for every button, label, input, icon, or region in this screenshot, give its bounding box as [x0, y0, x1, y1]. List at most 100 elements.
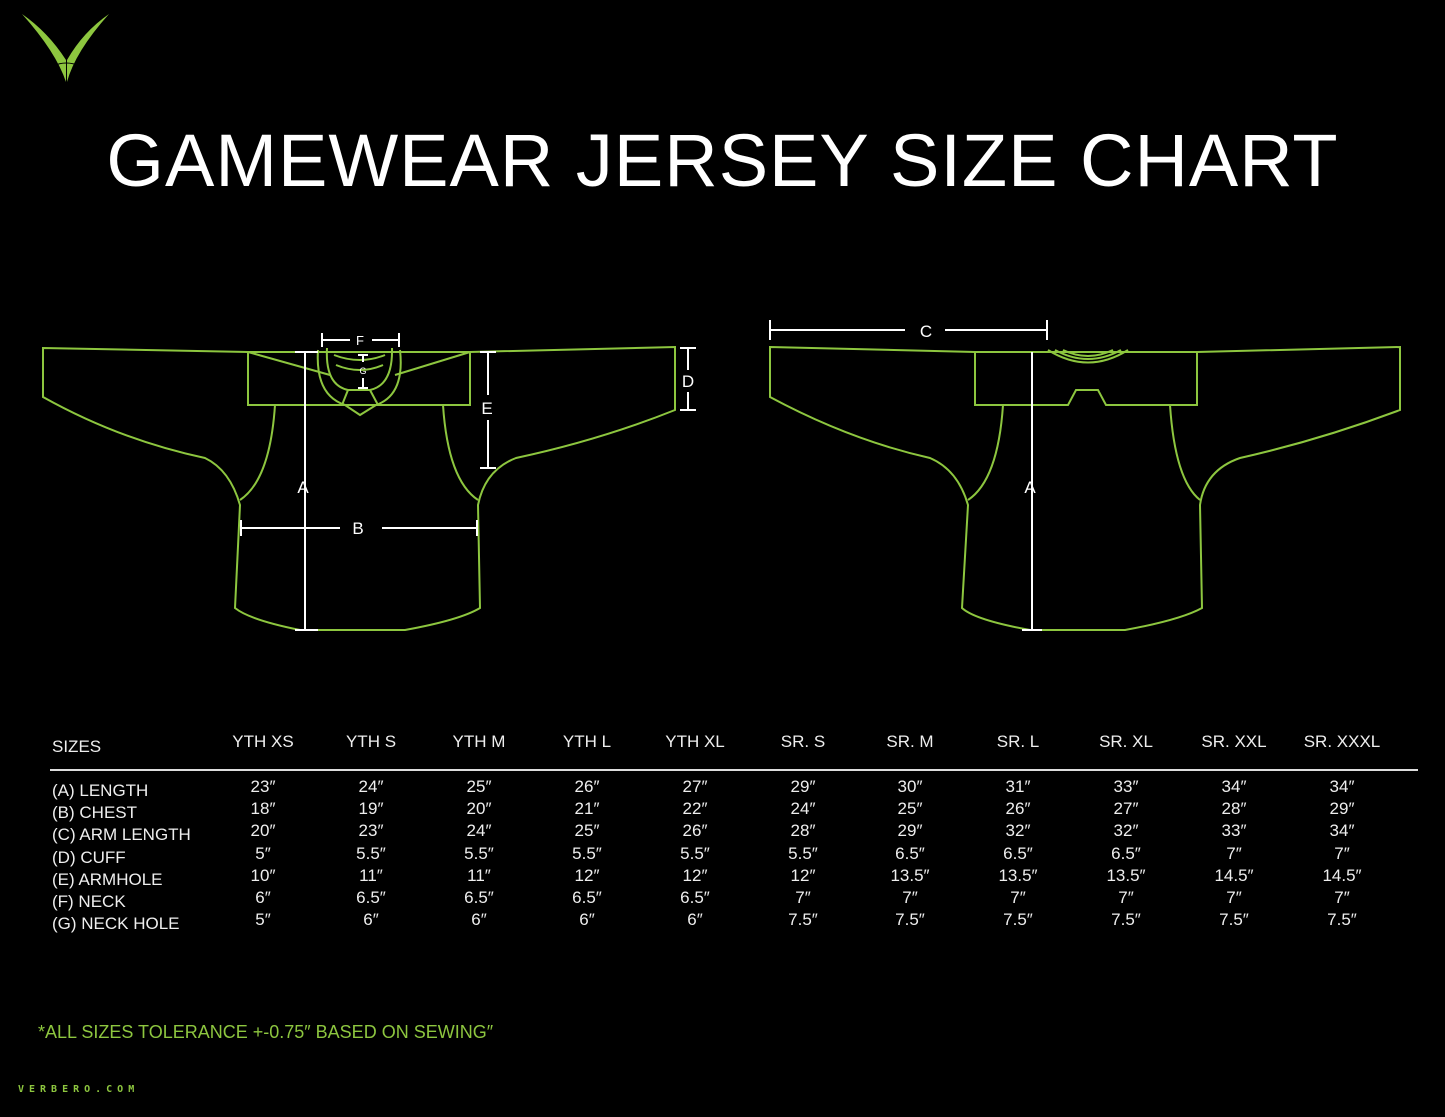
- size-column-header: YTH S: [345, 732, 397, 751]
- measurement-cell: 33″: [1113, 777, 1139, 796]
- measurement-cell: 7″: [1226, 888, 1242, 907]
- size-column-header: SR. XXL: [1201, 732, 1267, 751]
- measurement-cell: 7″: [902, 888, 918, 907]
- measurement-cell: 32″: [1005, 821, 1031, 841]
- measurement-cell: 20″: [250, 821, 276, 841]
- label-g: G: [359, 366, 366, 376]
- measurement-cell: 18″: [250, 799, 276, 819]
- measurement-cell: 27″: [682, 777, 708, 796]
- measurement-cell: 26″: [1005, 799, 1031, 819]
- measurement-cell: 6.5″: [680, 888, 710, 907]
- back-jersey-outline: [769, 345, 1401, 631]
- measurement-cell: 33″: [1221, 821, 1247, 841]
- size-column-header: SR. S: [780, 732, 826, 751]
- size-column-header: SR. XXXL: [1303, 732, 1381, 751]
- measurement-cell: 5.5″: [680, 843, 710, 863]
- measurement-cell: 12″: [790, 865, 816, 885]
- measurement-cell: 7″: [1118, 888, 1134, 907]
- measurement-cell: 11″: [467, 865, 491, 885]
- size-column-header: SR. M: [886, 732, 934, 751]
- measurement-cell: 6.5″: [356, 888, 386, 907]
- measurement-cell: 5.5″: [356, 843, 386, 863]
- measurement-cell: 26″: [574, 777, 600, 796]
- measurement-cell: 19″: [358, 799, 384, 819]
- label-b: B: [352, 519, 363, 538]
- measurement-cell: 34″: [1221, 777, 1247, 796]
- measurement-cell: 25″: [466, 777, 492, 796]
- measurement-cell: 5″: [255, 910, 271, 930]
- measurement-cell: 13.5″: [1106, 865, 1146, 885]
- measurement-cell: 5.5″: [572, 843, 602, 863]
- measurement-cell: 6″: [579, 910, 595, 930]
- measurement-cell: 14.5″: [1214, 865, 1254, 885]
- measurement-cell: 5.5″: [788, 843, 818, 863]
- measurement-cell: 6″: [687, 910, 703, 930]
- table-header-divider: [50, 769, 1418, 771]
- measurement-cell: 28″: [1221, 799, 1247, 819]
- measurement-cell: 21″: [574, 799, 600, 819]
- measurement-cell: 7.5″: [895, 910, 925, 930]
- measurement-cell: 6.5″: [1003, 843, 1033, 863]
- measurement-cell: 22″: [682, 799, 708, 819]
- front-dimensions: [240, 333, 696, 631]
- label-e: E: [481, 399, 492, 418]
- measurement-cell: 24″: [790, 799, 816, 819]
- measurement-cell: 11″: [359, 865, 383, 885]
- size-column-header: SR. XL: [1099, 732, 1153, 751]
- size-column-header: SR. L: [996, 732, 1040, 751]
- measurement-cell: 24″: [466, 821, 492, 841]
- size-column-header: YTH XL: [665, 732, 725, 751]
- measurement-cell: 7.5″: [1003, 910, 1033, 930]
- measurement-cell: 34″: [1329, 821, 1355, 841]
- measurement-cell: 29″: [1329, 799, 1355, 819]
- measurement-cell: 7.5″: [1219, 910, 1249, 930]
- sizes-header: SIZES: [52, 737, 102, 756]
- measurement-cell: 6.5″: [1111, 843, 1141, 863]
- size-column-header: YTH L: [562, 732, 612, 751]
- measurement-cell: 5″: [255, 843, 271, 863]
- row-label: (A) LENGTH: [52, 781, 149, 800]
- measurement-cell: 6.5″: [464, 888, 494, 907]
- measurement-cell: 20″: [466, 799, 492, 819]
- measurement-cell: 23″: [250, 777, 276, 796]
- measurement-cell: 7″: [1226, 843, 1242, 863]
- label-d: D: [682, 372, 694, 391]
- size-column-header: YTH M: [452, 732, 506, 751]
- measurement-cell: 31″: [1005, 777, 1031, 796]
- measurement-cell: 28″: [790, 821, 816, 841]
- row-label: (C) ARM LENGTH: [52, 825, 191, 845]
- measurement-cell: 25″: [897, 799, 923, 819]
- measurement-cell: 6″: [255, 888, 271, 907]
- measurement-cell: 6.5″: [895, 843, 925, 863]
- measurement-cell: 29″: [897, 821, 923, 841]
- measurement-cell: 7.5″: [1111, 910, 1141, 930]
- row-label: (D) CUFF: [52, 847, 126, 867]
- measurement-cell: 13.5″: [998, 865, 1038, 885]
- row-label: (F) NECK: [52, 892, 126, 911]
- measurement-cell: 7″: [1334, 843, 1350, 863]
- measurement-cell: 7.5″: [788, 910, 818, 930]
- row-label: (E) ARMHOLE: [52, 869, 163, 889]
- measurement-cell: 30″: [897, 777, 923, 796]
- measurement-cell: 12″: [682, 865, 708, 885]
- measurement-cell: 12″: [574, 865, 600, 885]
- measurement-cell: 7″: [1010, 888, 1026, 907]
- measurement-cell: 7.5″: [1327, 910, 1357, 930]
- measurement-cell: 7″: [1334, 888, 1350, 907]
- measurement-cell: 27″: [1113, 799, 1139, 819]
- label-a-back: A: [1024, 478, 1036, 497]
- measurement-cell: 5.5″: [464, 843, 494, 863]
- row-label: (G) NECK HOLE: [52, 914, 180, 934]
- website-label: VERBERO.COM: [18, 1084, 140, 1095]
- label-a-front: A: [297, 478, 309, 497]
- verbero-logo: [22, 14, 109, 82]
- row-label: (B) CHEST: [52, 803, 137, 823]
- page-title: GAMEWEAR JERSEY SIZE CHART: [106, 119, 1339, 202]
- tolerance-note: *ALL SIZES TOLERANCE +-0.75″ BASED ON SE…: [38, 1022, 494, 1042]
- measurement-cell: 29″: [790, 777, 816, 796]
- back-dimensions: [769, 320, 1048, 631]
- measurement-cell: 10″: [250, 865, 276, 885]
- measurement-cell: 23″: [358, 821, 384, 841]
- measurement-cell: 32″: [1113, 821, 1139, 841]
- measurement-cell: 6.5″: [572, 888, 602, 907]
